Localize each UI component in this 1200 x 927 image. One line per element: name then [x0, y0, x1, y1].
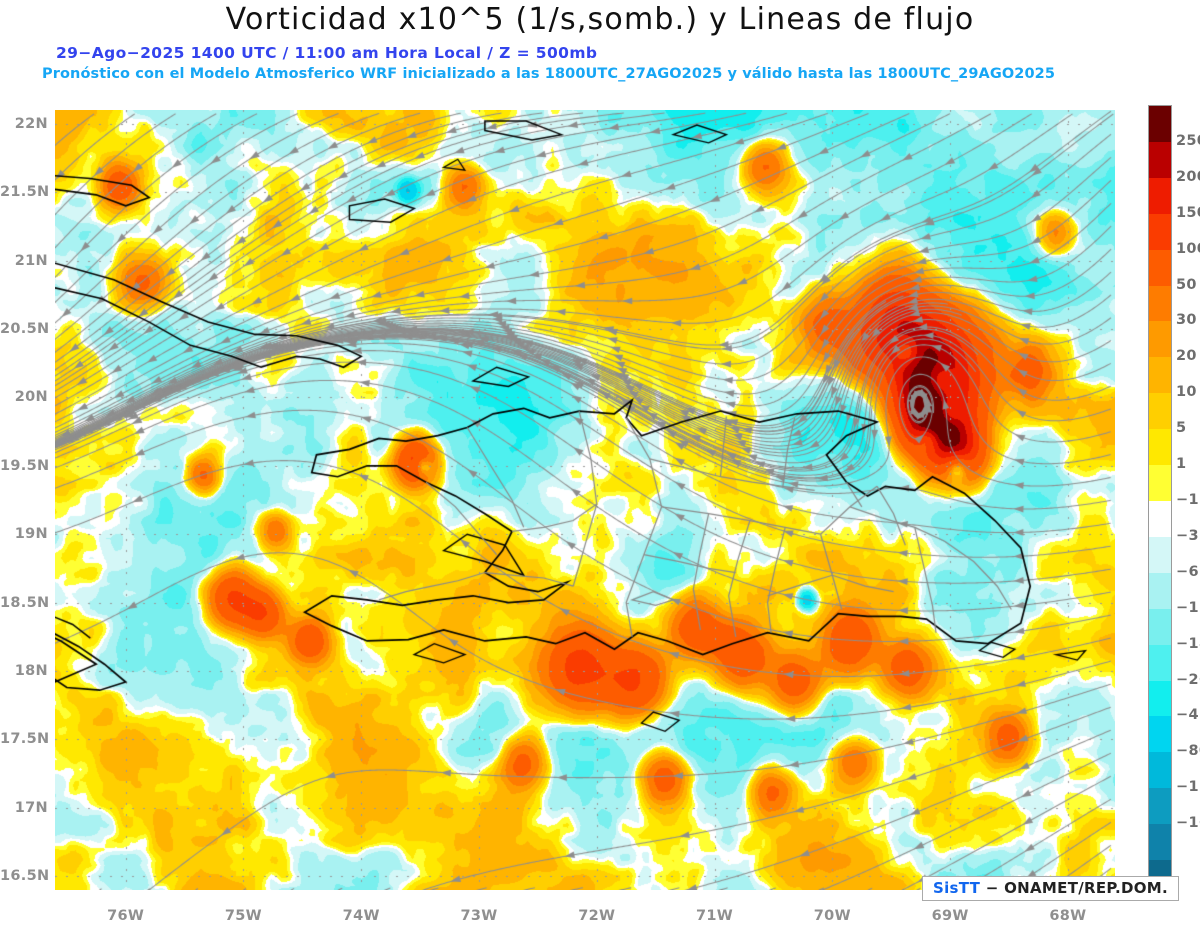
x-axis-label: 71W	[696, 908, 734, 924]
colorbar-tick-label: −26	[1176, 671, 1200, 688]
colorbar-tick-label: −80	[1176, 743, 1200, 760]
y-axis-label: 21N	[14, 252, 48, 269]
attribution-separator: −	[980, 879, 1005, 897]
colorbar-tick-label: −1	[1176, 492, 1199, 508]
x-axis-label: 69W	[931, 908, 969, 924]
colorbar-tick-label: −18	[1176, 635, 1200, 652]
colorbar-tick-label: −12	[1176, 599, 1200, 616]
colorbar-band	[1149, 788, 1171, 825]
x-axis-label: 68W	[1049, 908, 1087, 924]
x-axis-label: 72W	[578, 908, 616, 924]
y-axis-label: 19.5N	[0, 457, 50, 474]
colorbar-tick-label: 50	[1176, 276, 1197, 293]
colorbar-band	[1149, 213, 1171, 250]
colorbar-band	[1149, 393, 1171, 430]
y-axis-label: 22N	[14, 115, 48, 132]
vorticity-map-plot	[55, 110, 1115, 890]
y-axis-label: 16.5N	[0, 868, 50, 885]
colorbar-tick-label: 5	[1176, 420, 1187, 437]
colorbar-band	[1149, 644, 1171, 681]
colorbar-labels: 250 200 150 100 50 30 20 10 5 1 −1 −3 −6 −12 −18 −26 −42…	[1176, 105, 1200, 895]
colorbar-band	[1149, 106, 1171, 142]
colorbar-tick-label: −6	[1176, 563, 1199, 580]
colorbar-band	[1149, 680, 1171, 717]
x-axis-label: 70W	[813, 908, 851, 924]
colorbar-tick-label: −160	[1176, 815, 1200, 832]
y-axis-label: 20.5N	[0, 320, 50, 337]
colorbar-tick-label: −120	[1176, 779, 1200, 796]
brand-label: SisTT	[933, 879, 981, 897]
y-axis-label: 20N	[14, 389, 48, 406]
colorbar-tick-label: 1	[1176, 456, 1187, 473]
x-axis-label: 73W	[460, 908, 498, 924]
subtitle-model-valid: 1800UTC_29AGO2025	[877, 66, 1056, 82]
colorbar-band	[1149, 608, 1171, 645]
colorbar-tick-label: 100	[1176, 240, 1200, 257]
colorbar-band	[1149, 249, 1171, 286]
colorbar-band	[1149, 285, 1171, 322]
organization-label: ONAMET/REP.DOM.	[1004, 879, 1168, 897]
y-axis-label: 17N	[14, 799, 48, 816]
colorbar-band	[1149, 536, 1171, 573]
vorticity-shading-canvas	[55, 110, 1115, 890]
y-axis-label: 18.5N	[0, 594, 50, 611]
colorbar-band	[1149, 429, 1171, 466]
page-title: Vorticidad x10^5 (1/s,somb.) y Lineas de…	[225, 2, 975, 37]
x-axis-label: 75W	[224, 908, 262, 924]
y-axis-label: 19N	[14, 526, 48, 543]
colorbar-band	[1149, 824, 1171, 861]
colorbar-band	[1149, 465, 1171, 501]
colorbar-band	[1149, 177, 1171, 214]
x-axis-label: 76W	[107, 908, 145, 924]
colorbar-tick-label: −42	[1176, 707, 1200, 724]
colorbar-tick-label: −3	[1176, 527, 1199, 544]
colorbar-band	[1149, 716, 1171, 753]
colorbar-band	[1149, 321, 1171, 358]
subtitle-datetime: 29−Ago−2025 1400 UTC / 11:00 am Hora Loc…	[56, 44, 598, 62]
colorbar-band	[1149, 572, 1171, 609]
colorbar-band	[1149, 500, 1171, 537]
subtitle-model: Pronóstico con el Modelo Atmosferico WRF…	[42, 66, 1055, 82]
colorbar-band	[1149, 357, 1171, 394]
colorbar-tick-label: 20	[1176, 348, 1197, 365]
x-axis-label: 74W	[342, 908, 380, 924]
y-axis-label: 17.5N	[0, 731, 50, 748]
colorbar-tick-label: 30	[1176, 312, 1197, 329]
y-axis-label: 21.5N	[0, 184, 50, 201]
colorbar-band	[1149, 141, 1171, 178]
colorbar-tick-label: 150	[1176, 204, 1200, 221]
colorbar-tick-label: 200	[1176, 168, 1200, 185]
y-axis-label: 18N	[14, 663, 48, 680]
colorbar	[1148, 105, 1172, 897]
attribution-badge: SisTT − ONAMET/REP.DOM.	[922, 876, 1179, 901]
colorbar-tick-label: 250	[1176, 132, 1200, 149]
colorbar-band	[1149, 752, 1171, 789]
subtitle-model-prefix: Pronóstico con el Modelo Atmosferico WRF…	[42, 66, 878, 82]
colorbar-tick-label: 10	[1176, 384, 1197, 401]
